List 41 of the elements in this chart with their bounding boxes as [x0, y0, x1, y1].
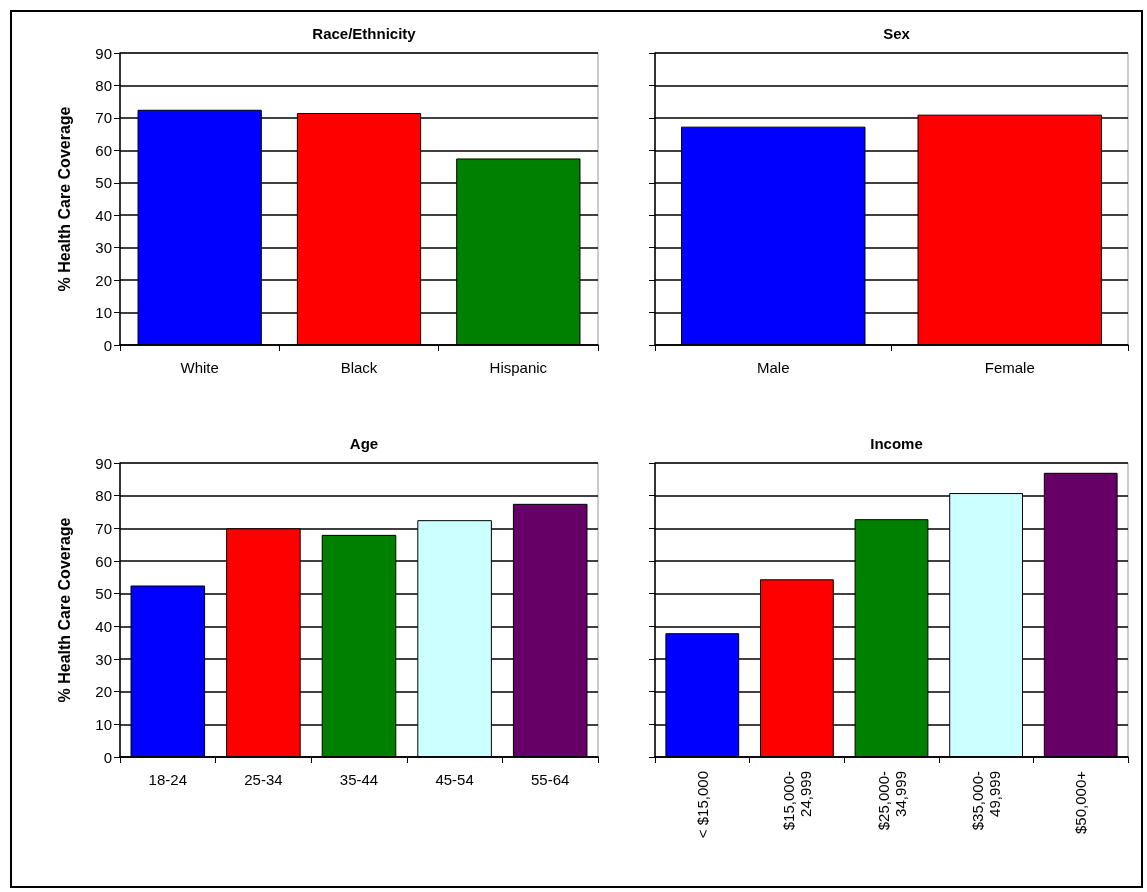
y-tick-label: 10 — [95, 715, 112, 733]
x-tick-label: 25-34 — [244, 770, 283, 788]
y-tick-label: 20 — [95, 271, 112, 289]
x-tick-label: Female — [984, 358, 1035, 376]
y-tick-label: 50 — [95, 585, 112, 603]
y-axis-title: % Health Care Coverage — [55, 517, 73, 703]
y-tick-label: 90 — [95, 454, 112, 472]
y-tick-label: 0 — [103, 748, 112, 766]
x-tick-label: $35,000-49,999 — [969, 771, 1004, 831]
y-tick-label: 30 — [95, 650, 112, 668]
y-axis-title: % Health Care Coverage — [55, 106, 73, 292]
y-tick-label: 80 — [95, 76, 112, 94]
chart-title: Race/Ethnicity — [312, 25, 417, 42]
x-tick-label: $50,000+ — [1072, 770, 1090, 834]
y-tick-label: 80 — [95, 487, 112, 505]
x-tick-label: Male — [756, 358, 790, 376]
chart-title: Income — [870, 435, 923, 452]
y-tick-label: 90 — [95, 44, 112, 62]
y-tick-label: 70 — [95, 519, 112, 537]
x-tick-label: $25,000-34,999 — [874, 771, 909, 831]
x-tick-label: Black — [340, 358, 378, 376]
x-tick-label: 35-44 — [339, 770, 379, 788]
x-tick-label: Hispanic — [489, 358, 548, 376]
y-tick-label: 40 — [95, 617, 112, 635]
x-tick-label: 18-24 — [148, 770, 187, 788]
y-tick-label: 20 — [95, 683, 112, 701]
y-tick-label: 60 — [95, 552, 112, 570]
chart-title: Sex — [883, 25, 911, 42]
y-tick-label: 70 — [95, 109, 112, 127]
x-tick-label: 55-64 — [531, 770, 570, 788]
y-tick-label: 10 — [95, 304, 112, 322]
y-tick-label: 30 — [95, 239, 112, 257]
y-tick-label: 60 — [95, 141, 112, 159]
x-tick-label: White — [180, 358, 219, 376]
y-tick-label: 0 — [103, 336, 112, 354]
y-tick-label: 40 — [95, 206, 112, 224]
x-tick-label: $15,000-24,999 — [779, 771, 814, 831]
x-tick-label: 45-54 — [435, 770, 474, 788]
y-tick-label: 50 — [95, 174, 112, 192]
chart-title: Age — [349, 435, 379, 452]
x-tick-label: < $15,000 — [693, 771, 711, 839]
